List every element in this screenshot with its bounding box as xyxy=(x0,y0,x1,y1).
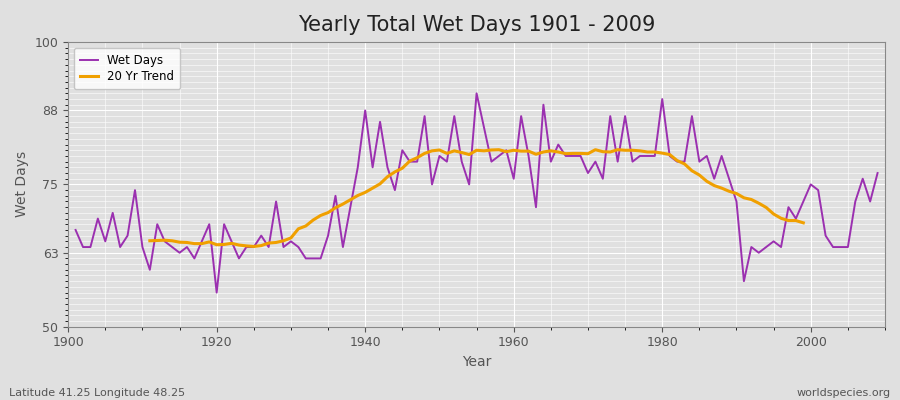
20 Yr Trend xyxy=(798,220,809,225)
Wet Days xyxy=(345,205,356,210)
Wet Days xyxy=(872,171,883,176)
20 Yr Trend xyxy=(144,238,155,243)
20 Yr Trend xyxy=(486,148,497,152)
20 Yr Trend xyxy=(212,242,222,247)
20 Yr Trend xyxy=(248,244,259,249)
Text: Latitude 41.25 Longitude 48.25: Latitude 41.25 Longitude 48.25 xyxy=(9,388,185,398)
20 Yr Trend xyxy=(226,241,237,246)
Line: 20 Yr Trend: 20 Yr Trend xyxy=(149,150,804,246)
Wet Days xyxy=(472,91,482,96)
20 Yr Trend xyxy=(404,159,415,164)
Line: Wet Days: Wet Days xyxy=(76,93,878,292)
Wet Days xyxy=(516,114,526,118)
20 Yr Trend xyxy=(739,195,750,200)
Wet Days xyxy=(523,154,534,158)
Wet Days xyxy=(70,228,81,232)
Wet Days xyxy=(212,290,222,295)
X-axis label: Year: Year xyxy=(462,355,491,369)
20 Yr Trend xyxy=(285,236,296,240)
Text: worldspecies.org: worldspecies.org xyxy=(796,388,891,398)
Wet Days xyxy=(612,159,623,164)
Y-axis label: Wet Days: Wet Days xyxy=(15,151,29,218)
Wet Days xyxy=(301,256,311,261)
20 Yr Trend xyxy=(493,147,504,152)
Legend: Wet Days, 20 Yr Trend: Wet Days, 20 Yr Trend xyxy=(74,48,180,89)
Title: Yearly Total Wet Days 1901 - 2009: Yearly Total Wet Days 1901 - 2009 xyxy=(298,15,655,35)
Wet Days xyxy=(130,188,140,192)
